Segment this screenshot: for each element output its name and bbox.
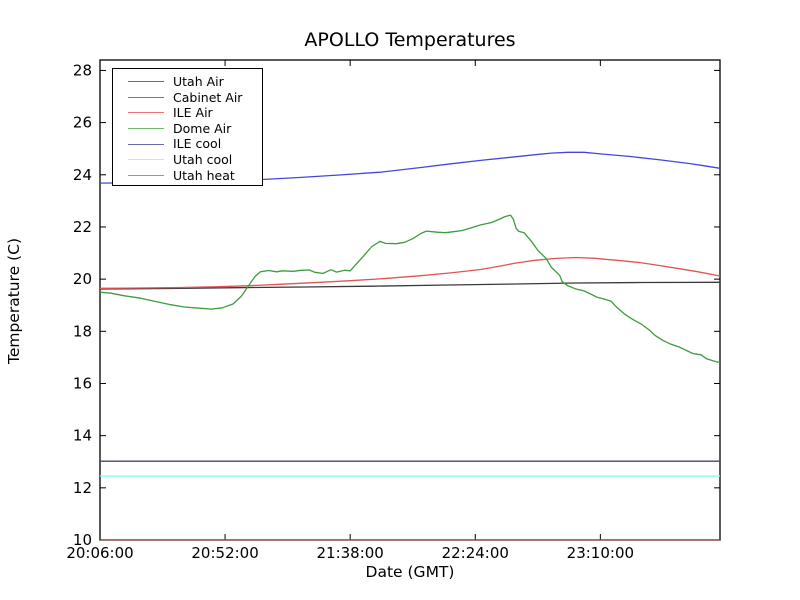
legend-item-utah-heat: Utah heat xyxy=(113,168,262,184)
legend-item-ile-cool: ILE cool xyxy=(113,136,262,152)
legend-label: Cabinet Air xyxy=(173,89,243,105)
legend-line-sample xyxy=(128,159,164,161)
y-tick-label: 16 xyxy=(73,374,92,392)
y-tick-label: 26 xyxy=(73,114,92,132)
legend-line-sample xyxy=(128,143,164,145)
legend-item-dome-air: Dome Air xyxy=(113,121,262,137)
legend-label: ILE Air xyxy=(173,105,213,121)
x-tick-label: 22:24:00 xyxy=(442,544,509,562)
series-line-ile-air xyxy=(99,256,721,289)
y-tick-label: 14 xyxy=(73,427,92,445)
x-tick-label: 21:38:00 xyxy=(316,544,383,562)
legend-line-sample xyxy=(128,112,164,114)
x-tick-label: 20:06:00 xyxy=(66,544,133,562)
series-line-utah-air xyxy=(99,281,721,290)
y-tick-label: 28 xyxy=(73,61,92,79)
legend-label: Utah Air xyxy=(173,74,224,89)
legend-label: Utah heat xyxy=(173,167,235,183)
legend: Utah Air Cabinet Air ILE Air Dome Air ILE co… xyxy=(112,68,263,186)
legend-line-sample xyxy=(128,128,164,130)
legend-line-sample xyxy=(128,81,164,83)
legend-item-cabinet-air: Cabinet Air xyxy=(113,90,262,106)
y-tick-label: 24 xyxy=(73,166,92,184)
legend-item-ile-air: ILE Air xyxy=(113,105,262,121)
y-tick-label: 18 xyxy=(73,322,92,340)
y-tick-label: 20 xyxy=(73,270,92,288)
x-tick-label: 20:52:00 xyxy=(191,544,258,562)
legend-label: Utah cool xyxy=(173,151,233,167)
x-axis-label: Date (GMT) xyxy=(365,563,455,581)
legend-label: Dome Air xyxy=(173,120,232,136)
y-tick-label: 22 xyxy=(73,218,92,236)
series-line-dome-air xyxy=(99,214,721,364)
y-tick-label: 12 xyxy=(73,479,92,497)
y-tick-label: 10 xyxy=(73,531,92,549)
chart-title: APOLLO Temperatures xyxy=(304,29,516,51)
x-tick-label: 23:10:00 xyxy=(567,544,634,562)
legend-label: ILE cool xyxy=(173,136,222,152)
legend-line-sample xyxy=(128,96,164,98)
legend-item-utah-cool: Utah cool xyxy=(113,152,262,168)
legend-item-utah-air: Utah Air xyxy=(113,74,262,90)
legend-line-sample xyxy=(128,174,164,176)
